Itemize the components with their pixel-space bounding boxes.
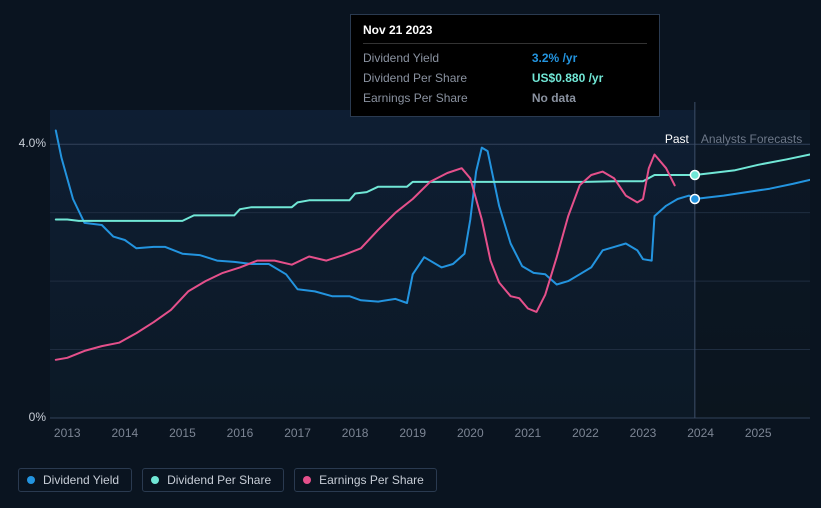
tooltip-row-label: Dividend Yield xyxy=(363,48,532,68)
chart-tooltip: Nov 21 2023 Dividend Yield3.2% /yrDivide… xyxy=(350,14,660,117)
series-marker xyxy=(690,194,699,203)
tooltip-table: Dividend Yield3.2% /yrDividend Per Share… xyxy=(363,48,647,108)
tooltip-row: Dividend Yield3.2% /yr xyxy=(363,48,647,68)
legend-label: Dividend Per Share xyxy=(167,473,271,487)
legend-dot xyxy=(151,476,159,484)
tooltip-row: Earnings Per ShareNo data xyxy=(363,88,647,108)
chart-legend: Dividend Yield Dividend Per Share Earnings… xyxy=(18,468,437,492)
forecast-shade xyxy=(695,110,810,418)
x-tick-label: 2023 xyxy=(630,426,657,440)
region-label-forecasts: Analysts Forecasts xyxy=(701,132,802,146)
x-tick-label: 2021 xyxy=(515,426,542,440)
tooltip-date: Nov 21 2023 xyxy=(363,23,647,44)
x-tick-label: 2019 xyxy=(399,426,426,440)
tooltip-row-value: 3.2% /yr xyxy=(532,48,647,68)
tooltip-row-value: US$0.880 /yr xyxy=(532,68,647,88)
x-tick-label: 2022 xyxy=(572,426,599,440)
chart-container: Nov 21 2023 Dividend Yield3.2% /yrDivide… xyxy=(0,0,821,508)
series-marker xyxy=(690,171,699,180)
x-tick-label: 2025 xyxy=(745,426,772,440)
x-tick-label: 2014 xyxy=(111,426,138,440)
x-tick-label: 2013 xyxy=(54,426,81,440)
legend-label: Dividend Yield xyxy=(43,473,119,487)
region-label-past: Past xyxy=(665,132,689,146)
tooltip-row: Dividend Per ShareUS$0.880 /yr xyxy=(363,68,647,88)
legend-label: Earnings Per Share xyxy=(319,473,424,487)
tooltip-row-value: No data xyxy=(532,88,647,108)
x-tick-label: 2017 xyxy=(284,426,311,440)
tooltip-row-unit: /yr xyxy=(585,71,603,85)
legend-item[interactable]: Dividend Yield xyxy=(18,468,132,492)
legend-dot xyxy=(303,476,311,484)
legend-item[interactable]: Earnings Per Share xyxy=(294,468,437,492)
legend-item[interactable]: Dividend Per Share xyxy=(142,468,284,492)
x-tick-label: 2024 xyxy=(687,426,714,440)
y-tick-label: 0% xyxy=(0,410,46,424)
y-tick-label: 4.0% xyxy=(0,136,46,150)
legend-dot xyxy=(27,476,35,484)
x-tick-label: 2018 xyxy=(342,426,369,440)
x-tick-label: 2020 xyxy=(457,426,484,440)
x-tick-label: 2015 xyxy=(169,426,196,440)
tooltip-row-unit: /yr xyxy=(559,51,577,65)
tooltip-row-label: Earnings Per Share xyxy=(363,88,532,108)
x-tick-label: 2016 xyxy=(227,426,254,440)
tooltip-row-label: Dividend Per Share xyxy=(363,68,532,88)
